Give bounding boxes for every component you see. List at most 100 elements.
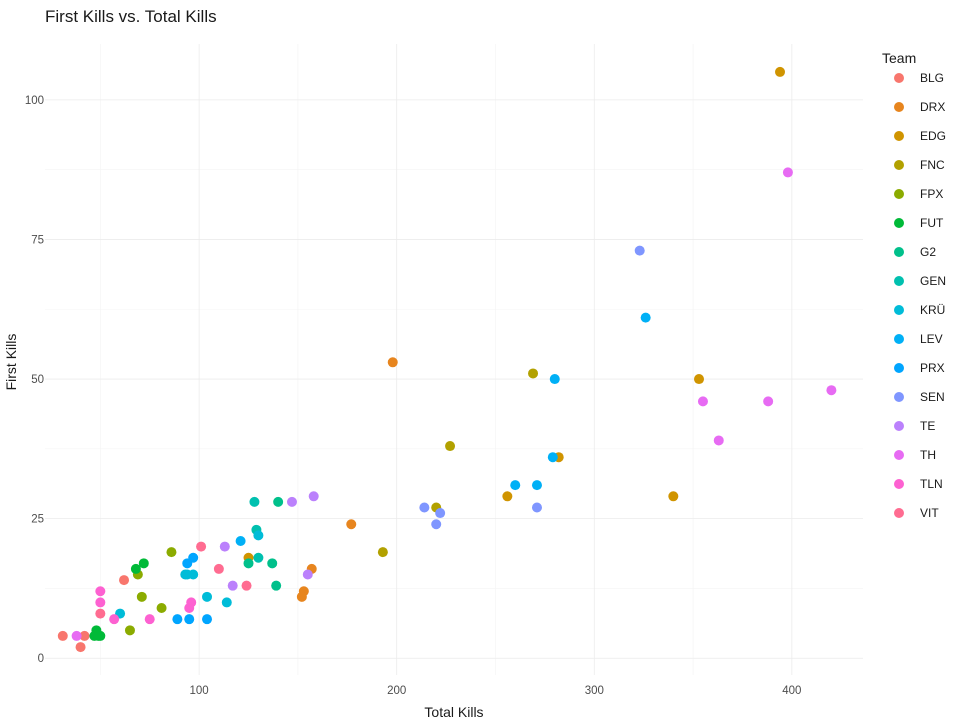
y-tick-label: 50 [31, 374, 44, 386]
data-point-vit [95, 608, 106, 619]
data-point-th [782, 167, 793, 178]
data-point-g2 [273, 496, 284, 507]
legend-key-krü [894, 305, 904, 315]
legend-key-te [894, 421, 904, 431]
legend-label-g2: G2 [920, 245, 936, 259]
data-point-fut [138, 558, 149, 569]
data-point-fpx [124, 625, 135, 636]
legend-key-g2 [894, 247, 904, 257]
data-point-krü [221, 597, 232, 608]
data-point-vit [241, 580, 252, 591]
legend-key-gen [894, 276, 904, 286]
data-point-prx [202, 614, 213, 625]
legend-label-sen: SEN [920, 390, 945, 404]
legend-title: Team [882, 50, 916, 66]
x-tick-label: 400 [782, 685, 801, 697]
data-point-prx [184, 614, 195, 625]
data-point-tln [95, 597, 106, 608]
legend-key-fpx [894, 189, 904, 199]
y-tick-label: 0 [38, 653, 44, 665]
data-point-drx [387, 357, 398, 368]
data-point-sen [531, 502, 542, 513]
tick-labels: 100 200 300 400 0 25 50 75 100 [25, 95, 802, 697]
data-point-fut [95, 630, 106, 641]
legend-key-vit [894, 508, 904, 518]
legend-label-krü: KRÜ [920, 303, 945, 317]
data-point-lev [549, 374, 560, 385]
x-tick-label: 100 [190, 685, 209, 697]
data-point-fnc [528, 368, 539, 379]
x-tick-label: 300 [585, 685, 604, 697]
data-point-gen [249, 496, 260, 507]
data-point-edg [668, 491, 679, 502]
legend-label-fnc: FNC [920, 158, 945, 172]
legend-label-blg: BLG [920, 71, 944, 85]
data-point-gen [253, 552, 264, 563]
data-point-tln [95, 586, 106, 597]
data-point-te [219, 541, 230, 552]
legend-key-fnc [894, 160, 904, 170]
data-point-te [286, 496, 297, 507]
data-point-g2 [271, 580, 282, 591]
data-point-vit [213, 563, 224, 574]
data-point-krü [253, 530, 264, 541]
legend-key-edg [894, 131, 904, 141]
data-point-drx [346, 519, 357, 530]
legend: Team BLG DRX EDG FNC FPX FUT G2 GEN KRÜ LEV PRX SEN… [882, 50, 946, 520]
data-point-fut [130, 563, 141, 574]
data-point-sen [435, 508, 446, 519]
data-point-fnc [377, 547, 388, 558]
data-point-te [308, 491, 319, 502]
y-tick-label: 75 [31, 234, 44, 246]
legend-key-drx [894, 102, 904, 112]
data-point-te [302, 569, 313, 580]
y-tick-label: 100 [25, 95, 44, 107]
data-point-krü [182, 569, 193, 580]
data-point-lev [640, 312, 651, 323]
data-point-prx [182, 558, 193, 569]
legend-label-lev: LEV [920, 332, 943, 346]
legend-key-th [894, 450, 904, 460]
legend-key-sen [894, 392, 904, 402]
data-point-sen [419, 502, 430, 513]
legend-label-th: TH [920, 448, 936, 462]
data-point-tln [109, 614, 120, 625]
legend-key-fut [894, 218, 904, 228]
data-point-lev [510, 480, 521, 491]
legend-key-tln [894, 479, 904, 489]
data-point-blg [57, 630, 68, 641]
data-point-fnc [445, 441, 456, 452]
data-point-blg [75, 642, 86, 653]
data-point-drx [296, 591, 307, 602]
legend-label-vit: VIT [920, 506, 939, 520]
legend-key-lev [894, 334, 904, 344]
data-point-th [763, 396, 774, 407]
legend-key-prx [894, 363, 904, 373]
data-points [57, 66, 837, 653]
data-point-th [71, 630, 82, 641]
data-point-th [697, 396, 708, 407]
data-point-krü [202, 591, 213, 602]
data-point-g2 [243, 558, 254, 569]
data-point-g2 [267, 558, 278, 569]
legend-label-te: TE [920, 419, 935, 433]
y-tick-label: 25 [31, 514, 44, 526]
legend-label-tln: TLN [920, 477, 943, 491]
data-point-prx [172, 614, 183, 625]
legend-label-fut: FUT [920, 216, 944, 230]
data-point-edg [502, 491, 513, 502]
data-point-th [826, 385, 837, 396]
data-point-blg [79, 630, 90, 641]
legend-key-blg [894, 73, 904, 83]
data-point-te [227, 580, 238, 591]
legend-label-gen: GEN [920, 274, 946, 288]
data-point-lev [235, 535, 246, 546]
data-point-vit [196, 541, 207, 552]
data-point-tln [144, 614, 155, 625]
legend-label-drx: DRX [920, 100, 945, 114]
x-tick-label: 200 [387, 685, 406, 697]
data-point-sen [634, 245, 645, 256]
data-point-lev [531, 480, 542, 491]
legend-label-fpx: FPX [920, 187, 943, 201]
